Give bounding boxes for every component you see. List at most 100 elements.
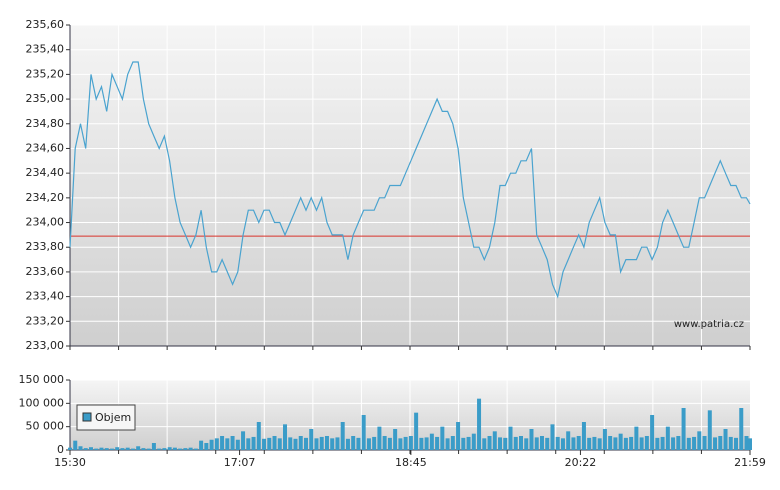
volume-bar (94, 448, 99, 450)
volume-bar (539, 436, 544, 450)
volume-bar (277, 438, 282, 450)
volume-bar (748, 438, 752, 450)
volume-bar (419, 437, 424, 450)
y-tick-label: 234,60 (26, 141, 65, 154)
volume-bar (104, 448, 109, 450)
volume-bar (707, 410, 712, 450)
volume-bar (372, 436, 377, 450)
volume-bar (592, 436, 597, 450)
x-tick-label: 15:30 (54, 456, 86, 469)
volume-bar (267, 437, 272, 450)
volume-bar (718, 436, 723, 450)
volume-bar (644, 436, 649, 450)
volume-bar (608, 436, 613, 450)
y-tick-label: 234,40 (26, 166, 65, 179)
volume-bar (230, 436, 235, 450)
price-line (69, 61, 751, 299)
volume-bar (393, 429, 398, 450)
volume-bar (130, 448, 135, 450)
volume-bar (435, 436, 440, 450)
y-tick-label: 233,20 (26, 314, 65, 327)
volume-bar (78, 446, 83, 450)
volume-bar (692, 436, 697, 450)
volume-bar (613, 437, 618, 450)
volume-bar (456, 422, 461, 450)
volume-bar (571, 437, 576, 450)
volume-bar (560, 438, 565, 450)
volume-bar (739, 408, 744, 450)
volume-bar (340, 422, 345, 450)
volume-bar (199, 440, 204, 450)
volume-bar (283, 424, 288, 450)
volume-bar (109, 448, 114, 450)
volume-bar (172, 447, 177, 450)
volume-bar (68, 447, 72, 450)
volume-bar (204, 443, 209, 450)
volume-bar (461, 437, 466, 450)
x-tick-label: 18:45 (395, 456, 427, 469)
volume-bar (99, 447, 104, 450)
volume-bar (597, 438, 602, 450)
volume-bar (639, 437, 644, 450)
volume-bar (581, 422, 586, 450)
volume-bar (713, 437, 718, 450)
volume-bar (403, 436, 408, 450)
volume-bar (655, 437, 660, 450)
volume-bar (162, 448, 167, 450)
volume-bar (193, 448, 198, 450)
y-tick-label: 235,20 (26, 67, 65, 80)
volume-bar (440, 426, 445, 450)
volume-bar (671, 437, 676, 450)
volume-bar (324, 436, 329, 450)
volume-bar (83, 448, 88, 450)
y-tick-label: 235,60 (26, 18, 65, 31)
volume-bar (387, 437, 392, 450)
volume-bar (471, 433, 476, 450)
volume-bar (429, 433, 434, 450)
volume-bar (136, 446, 141, 450)
volume-bar (650, 415, 655, 450)
volume-bar (120, 448, 125, 450)
volume-bar (618, 433, 623, 450)
volume-bar (534, 437, 539, 450)
volume-bar (366, 438, 371, 450)
volume-bar (508, 426, 513, 450)
volume-bar (513, 436, 518, 450)
volume-bar (492, 431, 497, 450)
volume-bar (183, 448, 188, 450)
watermark: www.patria.cz (674, 319, 744, 330)
volume-bar (125, 447, 130, 450)
volume-bar (178, 448, 183, 450)
volume-bar (697, 431, 702, 450)
volume-bar (681, 408, 686, 450)
volume-bar (256, 422, 261, 450)
volume-bar (246, 438, 251, 450)
y-tick-label: 0 (57, 443, 64, 456)
volume-bar (450, 436, 455, 450)
y-tick-label: 234,00 (26, 216, 65, 229)
y-tick-label: 233,40 (26, 290, 65, 303)
volume-bar (88, 447, 93, 450)
volume-bar (251, 436, 256, 450)
volume-bar (115, 447, 120, 450)
y-tick-label: 50 000 (26, 420, 65, 433)
volume-bar (188, 447, 193, 450)
y-tick-label: 235,40 (26, 43, 65, 56)
volume-bar (676, 436, 681, 450)
volume-bar (209, 439, 214, 450)
volume-bar (660, 436, 665, 450)
volume-bar (408, 436, 413, 450)
volume-bar (566, 431, 571, 450)
volume-bar (477, 398, 482, 450)
volume-bar (576, 436, 581, 450)
y-tick-label: 234,80 (26, 117, 65, 130)
volume-bar (314, 438, 319, 450)
volume-bar (602, 429, 607, 450)
volume-bar (309, 429, 314, 450)
volume-bar (356, 437, 361, 450)
volume-bar (73, 440, 78, 450)
volume-bar (445, 438, 450, 450)
volume-bar (220, 436, 225, 450)
volume-bar (634, 426, 639, 450)
